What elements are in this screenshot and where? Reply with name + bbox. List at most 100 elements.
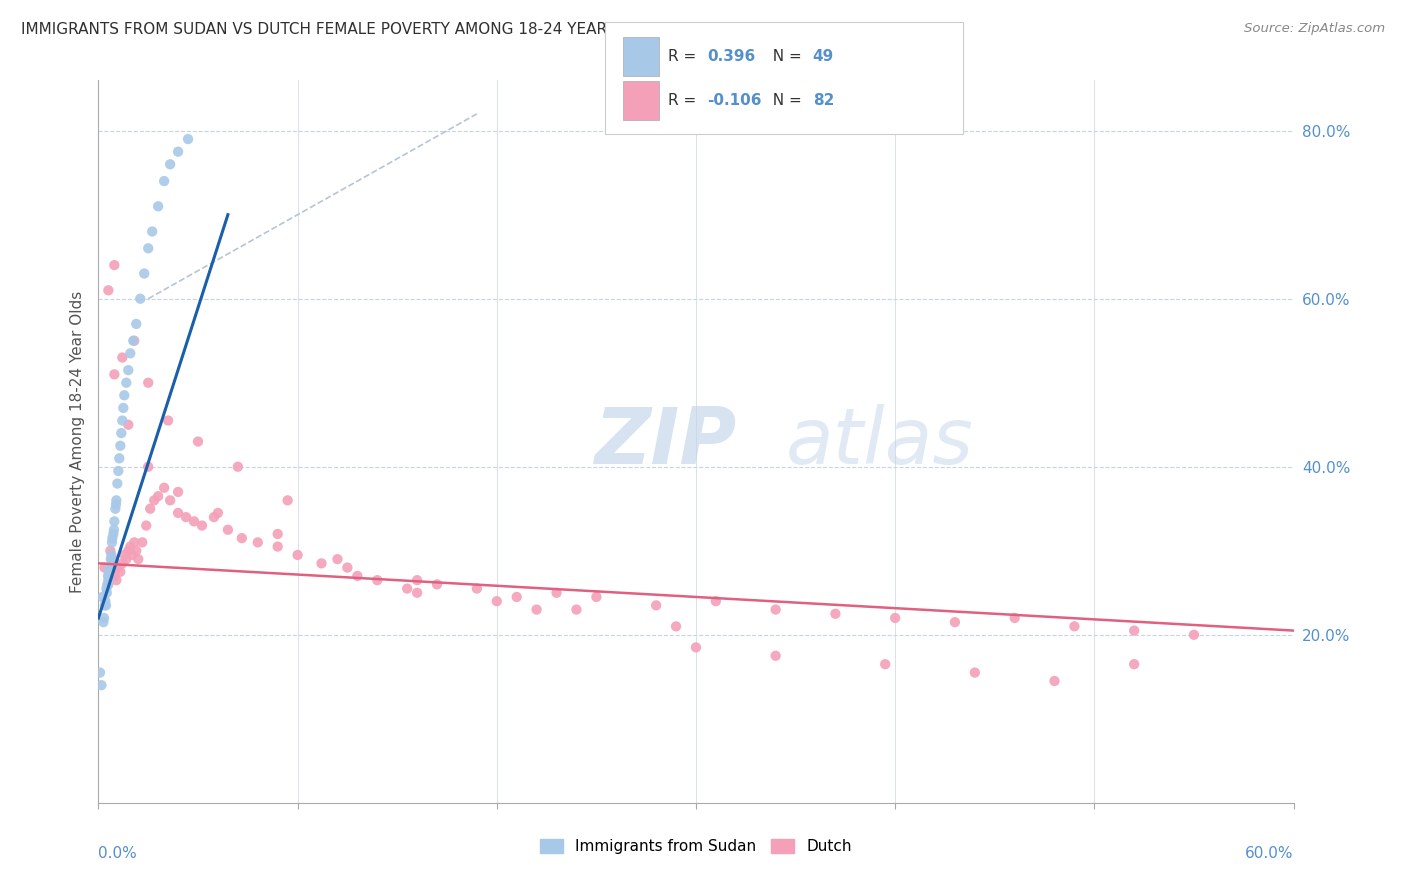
Point [704,594,727,608]
Point [231,531,253,545]
Point [110,439,132,453]
Point [246,535,269,549]
Point [765,648,787,663]
Point [167,506,190,520]
Point [103,569,125,583]
Point [120,540,142,554]
Point [103,368,125,382]
Text: 0.396: 0.396 [707,49,755,63]
Point [167,145,190,159]
Point [136,241,159,255]
Point [90,678,112,692]
Point [159,157,181,171]
Text: IMMIGRANTS FROM SUDAN VS DUTCH FEMALE POVERTY AMONG 18-24 YEAR OLDS CORRELATION : IMMIGRANTS FROM SUDAN VS DUTCH FEMALE PO… [21,22,824,37]
Point [1004,611,1026,625]
Point [124,535,146,549]
Point [97,569,120,583]
Point [98,560,121,574]
Point [585,590,607,604]
Point [98,543,122,558]
Point [117,417,139,432]
Point [148,199,170,213]
Point [153,481,176,495]
Point [546,586,568,600]
Point [191,518,214,533]
Point [875,657,897,672]
Point [159,493,181,508]
Text: Source: ZipAtlas.com: Source: ZipAtlas.com [1244,22,1385,36]
Point [267,527,290,541]
Text: N =: N = [763,94,807,108]
Point [103,523,125,537]
Point [100,548,122,562]
Point [153,174,176,188]
Point [1123,624,1146,638]
Point [406,573,429,587]
Point [104,501,127,516]
Point [101,531,124,545]
Point [89,665,111,680]
Point [96,582,118,596]
Point [131,535,153,549]
Point [141,225,163,239]
Point [96,577,118,591]
Point [111,557,134,571]
Point [157,413,180,427]
Point [110,565,132,579]
Point [148,489,170,503]
Point [366,573,388,587]
Point [326,552,349,566]
Point [101,552,124,566]
Point [125,543,148,558]
Text: 49: 49 [813,49,834,63]
Point [120,346,142,360]
Point [91,590,114,604]
Point [187,434,209,449]
Point [167,485,190,500]
Point [143,493,166,508]
Text: R =: R = [668,49,702,63]
Point [98,565,121,579]
Point [98,560,122,574]
Point [94,599,117,613]
Text: 82: 82 [813,94,834,108]
Point [117,363,139,377]
Text: ZIP: ZIP [595,403,737,480]
Point [127,552,149,566]
Point [1182,628,1205,642]
Point [96,586,118,600]
Point [93,560,115,574]
Point [105,493,128,508]
Point [765,602,787,616]
Point [93,615,115,630]
Point [465,582,488,596]
Point [1123,657,1146,672]
Point [685,640,707,655]
Point [963,665,986,680]
Point [124,334,146,348]
Point [97,573,120,587]
Point [97,283,120,297]
Point [311,557,333,571]
Point [202,510,225,524]
Point [100,552,122,566]
Point [139,501,162,516]
Point [105,573,128,587]
Point [105,476,128,491]
Point [207,506,229,520]
Point [122,334,145,348]
Point [93,611,115,625]
Point [1063,619,1085,633]
Point [117,543,139,558]
Point [645,599,668,613]
Point [125,317,148,331]
Point [396,582,419,596]
Point [103,258,125,272]
Text: R =: R = [668,94,702,108]
Point [485,594,508,608]
Point [101,535,124,549]
Point [107,464,129,478]
Point [110,426,132,441]
Point [112,401,135,415]
Point [94,599,117,613]
